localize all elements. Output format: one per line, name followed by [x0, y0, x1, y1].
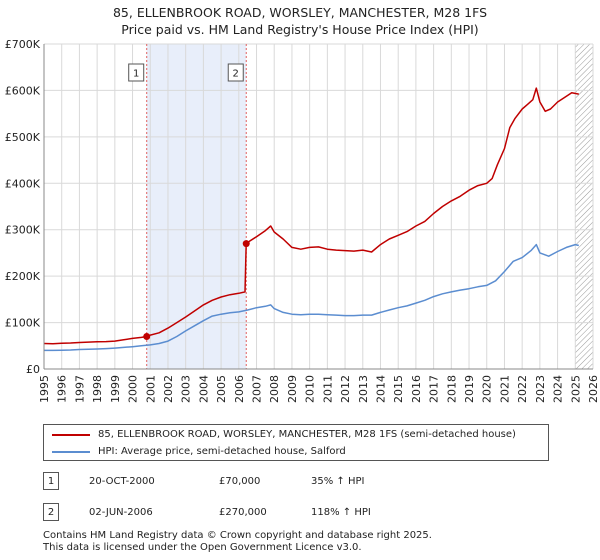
sale-label-box: [128, 63, 145, 82]
x-tick-label: 1998: [91, 375, 104, 403]
sale-badge-1: 1: [43, 472, 59, 490]
sale-label-text: 1: [133, 69, 139, 80]
sale-price-1: £70,000: [219, 476, 261, 487]
x-tick-label: 1995: [38, 375, 51, 403]
x-tick-label: 2014: [374, 375, 387, 403]
y-tick-label: £700K: [5, 38, 41, 51]
x-tick-label: 2026: [587, 375, 600, 403]
legend: 85, ELLENBROOK ROAD, WORSLEY, MANCHESTER…: [43, 424, 549, 461]
x-tick-label: 2015: [392, 375, 405, 403]
price-chart: £0 £100K £200K £300K £400K £500K £600K £700K 199…: [5, 38, 600, 403]
legend-swatch-hpi: [52, 451, 90, 453]
sale-badge-2: 2: [43, 503, 59, 521]
sale-hpi-2: 118% ↑ HPI: [311, 507, 371, 518]
x-tick-label: 1997: [73, 375, 86, 403]
hpi-line: [44, 243, 579, 352]
property-price-line: [43, 87, 579, 345]
sale-label-text: 2: [233, 69, 239, 80]
x-tick-label: 2002: [162, 375, 175, 403]
y-tick-label: £500K: [5, 131, 41, 144]
sale-hpi-1: 35% ↑ HPI: [311, 476, 365, 487]
x-tick-label: 2007: [251, 375, 264, 403]
x-tick-label: 2020: [481, 375, 494, 403]
x-tick-label: 2004: [197, 375, 210, 403]
x-tick-label: 2019: [463, 375, 476, 403]
y-tick-label: £300K: [5, 224, 41, 237]
x-tick-label: 2022: [516, 375, 529, 403]
sale-price-2: £270,000: [219, 507, 267, 518]
x-tick-label: 2013: [357, 375, 370, 403]
chart-title: 85, ELLENBROOK ROAD, WORSLEY, MANCHESTER…: [0, 4, 600, 38]
x-tick-label: 2021: [498, 375, 511, 403]
legend-label-property: 85, ELLENBROOK ROAD, WORSLEY, MANCHESTER…: [98, 429, 516, 440]
footer: Contains HM Land Registry data © Crown c…: [43, 530, 432, 554]
x-tick-label: 2001: [144, 375, 157, 403]
legend-label-hpi: HPI: Average price, semi-detached house,…: [98, 446, 346, 457]
shaded-period: [146, 44, 247, 369]
x-tick-label: 2018: [445, 375, 458, 403]
sale-date-1: 20-OCT-2000: [89, 476, 155, 487]
sale-date-2: 02-JUN-2006: [89, 507, 153, 518]
sale-label-box: [227, 63, 244, 82]
y-tick-label: £100K: [5, 317, 41, 330]
hatched-region: [575, 44, 593, 369]
sale-point: [143, 333, 151, 340]
x-tick-label: 2000: [127, 375, 140, 403]
y-tick-label: £600K: [5, 84, 41, 97]
x-tick-label: 2008: [268, 375, 281, 403]
x-tick-label: 2010: [304, 375, 317, 403]
x-tick-label: 2024: [552, 375, 565, 403]
footer-licence: This data is licensed under the Open Gov…: [43, 542, 362, 553]
x-tick-label: 2025: [569, 375, 582, 403]
x-tick-label: 1999: [109, 375, 122, 403]
x-tick-label: 2009: [286, 375, 299, 403]
legend-swatch-property: [52, 434, 90, 436]
title-subtitle: Price paid vs. HM Land Registry's House …: [121, 22, 479, 37]
x-tick-label: 2005: [215, 375, 228, 403]
y-tick-label: £0: [26, 363, 40, 376]
x-tick-label: 2003: [180, 375, 193, 403]
footer-copyright: Contains HM Land Registry data © Crown c…: [43, 530, 432, 541]
x-tick-label: 2023: [534, 375, 547, 403]
x-tick-label: 2017: [428, 375, 441, 403]
x-tick-label: 2006: [233, 375, 246, 403]
title-address: 85, ELLENBROOK ROAD, WORSLEY, MANCHESTER…: [112, 5, 488, 20]
x-tick-label: 1996: [56, 375, 69, 403]
y-tick-label: £200K: [5, 270, 41, 283]
x-tick-label: 2011: [321, 375, 334, 403]
x-tick-label: 2012: [339, 375, 352, 403]
sale-point: [242, 240, 250, 248]
x-tick-label: 2016: [410, 375, 423, 403]
y-tick-label: £400K: [5, 177, 41, 190]
